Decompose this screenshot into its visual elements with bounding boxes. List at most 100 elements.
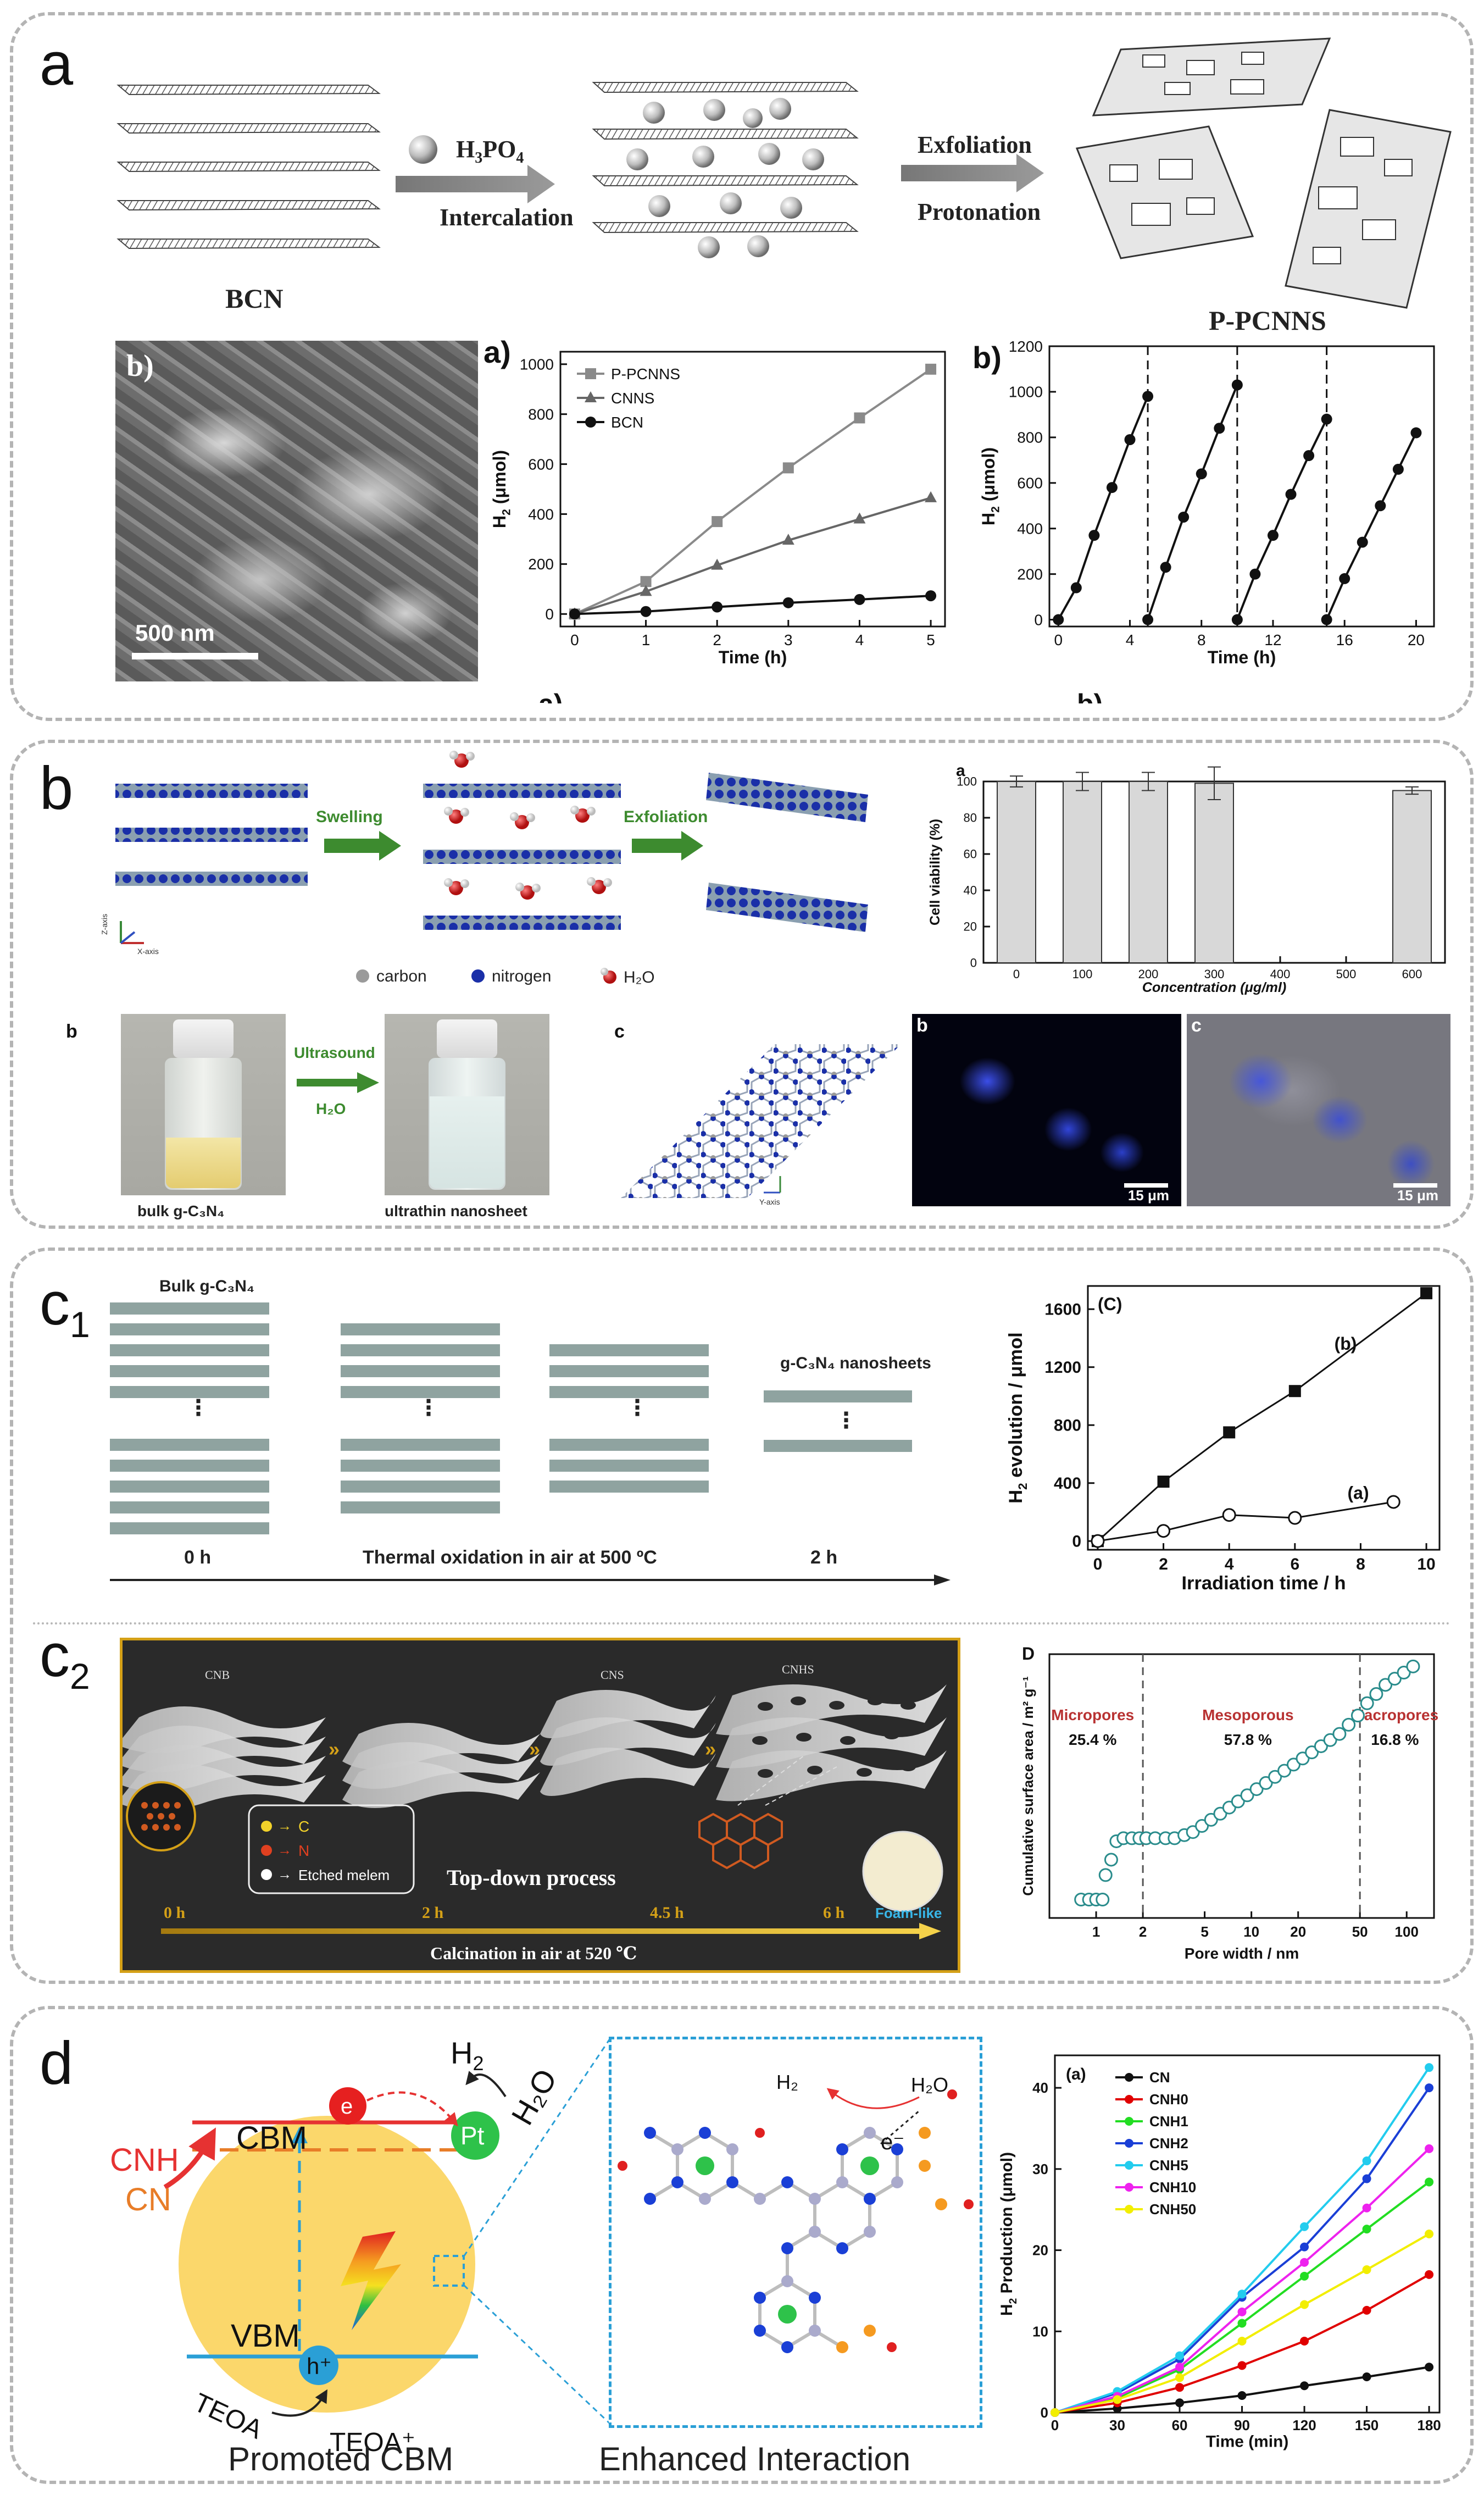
y-tick-label: 40 [964, 884, 977, 897]
y-tick-label: 800 [1017, 429, 1043, 446]
x-tick-label: 100 [1395, 1923, 1419, 1940]
pt-icon [451, 2111, 499, 2160]
x-tick-label: 500 [1336, 967, 1357, 981]
legend-label: CNH2 [1149, 2135, 1188, 2152]
data-point [1420, 1287, 1433, 1300]
x-tick-label: 4 [1225, 1555, 1234, 1573]
data-point [1387, 1672, 1402, 1686]
legend-marker [1125, 2117, 1133, 2126]
stack-stage-3: ⋮ [549, 1344, 709, 1493]
bulk-stack-0h [110, 1302, 269, 1534]
x-tick-label: 30 [1109, 2417, 1125, 2433]
teoa-oxidation-arrow [271, 2389, 328, 2417]
panel-d-diagram: CNH CN CBM VBM e Pt H2 H₂O h⁺ TEOA TEOA⁺ [110, 2036, 564, 2457]
data-point [1300, 2300, 1309, 2309]
y-tick-label: 10 [1032, 2323, 1048, 2339]
promotion-arrow [163, 2127, 216, 2189]
c2-timeline-bar [161, 1928, 919, 1934]
inset-h2o-label: H₂O [911, 2073, 948, 2096]
x-axis-label: Time (h) [1208, 647, 1276, 667]
cnb-zoom-lattice [141, 1802, 181, 1831]
c2-legend-box [248, 1804, 415, 1894]
exfoliation-label: Exfoliation [918, 131, 1032, 158]
y-axis-label: H2 (μmol) [979, 447, 1002, 525]
protonation-label: Protonation [918, 198, 1041, 225]
panel-c1-schematic: ⋮ ⋮ ⋮ ⋮ Bulk g-C₃N₄ g-C₃N₄ nanosheets 0 … [110, 1277, 951, 1585]
data-point [1425, 2270, 1434, 2279]
swollen-layer-2 [423, 850, 621, 864]
data-point [1175, 2383, 1185, 2392]
data-point [782, 597, 794, 608]
y-tick-label: 200 [1017, 565, 1043, 583]
data-point [1196, 468, 1207, 480]
bar [1129, 781, 1168, 963]
cnhs-stage [716, 1684, 947, 1801]
data-point [1053, 614, 1064, 625]
chart-d: 0 30 60 90 120 150 180 0 10 20 30 40 Time (min) H2 Pr… [998, 2054, 1441, 2450]
data-point [640, 576, 652, 587]
cnh-label: CNH [110, 2142, 179, 2178]
teoa-label: TEOA [190, 2388, 267, 2444]
chart-letter: a) [483, 335, 511, 369]
data-point [1362, 2203, 1371, 2213]
x-tick-label: 10 [1243, 1923, 1259, 1940]
series-line [574, 368, 932, 616]
process-label: Thermal oxidation in air at 500 ºC [363, 1547, 657, 1568]
cbm-label: CBM [236, 2120, 307, 2156]
x-axis-label: Pore width / nm [1185, 1945, 1299, 1962]
panel-c2-illustration: » » » [120, 1638, 960, 1973]
sem-scale-label: 500 nm [135, 620, 215, 646]
porous-nanosheet-2 [1075, 125, 1254, 259]
x-tick-label: 2 [1139, 1923, 1147, 1940]
y-tick-label: 20 [964, 920, 977, 934]
exfoliation-arrow [901, 154, 1044, 192]
data-point [1288, 1511, 1302, 1525]
fluorescence-b-scale-bar [1124, 1183, 1168, 1188]
ultrasound-arrow [297, 1072, 379, 1093]
data-point [854, 412, 865, 424]
fluorescence-b-letter: b [916, 1015, 928, 1036]
data-point [712, 516, 723, 528]
y-axis-label: Cell viability (%) [927, 819, 943, 925]
clipped-letter-b: b) [1077, 690, 1103, 703]
data-point [1175, 2398, 1185, 2408]
data-point [1249, 1782, 1264, 1797]
data-point [1285, 489, 1297, 500]
data-point [1392, 463, 1404, 475]
legend-label: CNH5 [1149, 2157, 1188, 2174]
data-point [1305, 1745, 1319, 1760]
y-tick-label: 400 [528, 506, 554, 523]
svg-text:→: → [277, 1866, 292, 1882]
y-tick-label: 30 [1032, 2161, 1048, 2177]
x-tick-label: 0 [1054, 631, 1063, 648]
data-point [1425, 2083, 1434, 2093]
y-tick-label: 60 [964, 847, 977, 861]
bulk-layer-2 [115, 828, 308, 842]
legend-label: CNH50 [1149, 2201, 1196, 2217]
x-tick-label: 8 [1356, 1555, 1365, 1573]
swollen-layer-1 [423, 784, 621, 798]
y-tick-label: 0 [970, 956, 977, 970]
data-point [1362, 2174, 1371, 2183]
process-axis-arrowhead [934, 1574, 951, 1585]
series-line [1057, 396, 1149, 620]
ultrasound-water-label: H₂O [316, 1100, 346, 1117]
y-tick-label: 100 [957, 775, 977, 789]
legend-label: CNH0 [1149, 2091, 1188, 2108]
data-point [1096, 1893, 1110, 1907]
x-tick-label: 12 [1264, 631, 1281, 648]
plot-frame [1048, 1653, 1435, 1919]
stage-chevron-3: » [705, 1738, 716, 1760]
data-point [711, 558, 724, 570]
legend-marker [1125, 2095, 1133, 2104]
data-point [1379, 1678, 1393, 1692]
legend-marker [1125, 2205, 1133, 2214]
data-point [1070, 582, 1082, 594]
x-tick-label: 50 [1352, 1923, 1368, 1940]
data-point [712, 601, 723, 613]
data-point [925, 491, 937, 502]
series-line [574, 595, 931, 616]
nitrogen-legend-label: nitrogen [492, 967, 551, 985]
gcn-lattice: Y-axis [621, 1044, 901, 1206]
foam-label: Foam-like [875, 1905, 942, 1921]
